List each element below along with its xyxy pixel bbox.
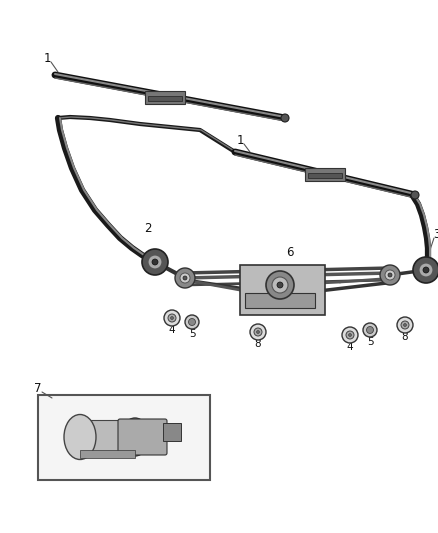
Circle shape (272, 277, 288, 293)
Bar (305, 168, 345, 181)
Circle shape (152, 259, 158, 265)
Circle shape (419, 263, 433, 277)
Circle shape (175, 268, 195, 288)
Bar (148, 96, 182, 101)
Circle shape (164, 310, 180, 326)
Circle shape (257, 330, 259, 334)
Circle shape (148, 255, 162, 269)
Circle shape (185, 315, 199, 329)
Ellipse shape (64, 415, 96, 459)
Circle shape (397, 317, 413, 333)
Circle shape (170, 317, 173, 319)
Text: 8: 8 (254, 339, 261, 349)
Circle shape (367, 327, 374, 334)
Text: 6: 6 (286, 246, 294, 259)
Bar (245, 293, 315, 308)
Circle shape (388, 273, 392, 277)
Circle shape (349, 334, 352, 336)
Bar (163, 423, 181, 441)
Text: 1: 1 (43, 52, 51, 64)
Bar (145, 91, 185, 104)
Circle shape (277, 282, 283, 288)
Text: 5: 5 (189, 329, 195, 339)
Bar (38, 395, 210, 480)
Circle shape (423, 267, 429, 273)
Circle shape (346, 331, 354, 339)
Text: 8: 8 (402, 332, 408, 342)
Text: 2: 2 (144, 222, 152, 235)
Bar (80, 420, 135, 455)
Bar (308, 173, 342, 178)
Circle shape (363, 323, 377, 337)
Circle shape (342, 327, 358, 343)
Circle shape (403, 324, 406, 327)
Text: 5: 5 (367, 337, 373, 347)
Text: 7: 7 (34, 382, 42, 394)
Circle shape (180, 273, 190, 283)
Text: 3: 3 (433, 229, 438, 241)
FancyBboxPatch shape (118, 419, 167, 455)
Bar (240, 265, 325, 315)
Circle shape (168, 314, 176, 322)
Circle shape (413, 257, 438, 283)
Circle shape (266, 271, 294, 299)
Circle shape (281, 114, 289, 122)
Circle shape (380, 265, 400, 285)
Circle shape (385, 270, 395, 280)
Circle shape (183, 276, 187, 280)
Circle shape (254, 328, 262, 336)
Text: 4: 4 (347, 342, 353, 352)
Ellipse shape (121, 418, 149, 456)
Text: 4: 4 (169, 325, 175, 335)
Circle shape (250, 324, 266, 340)
Circle shape (142, 249, 168, 275)
Circle shape (411, 191, 419, 199)
Text: 1: 1 (236, 133, 244, 147)
Circle shape (401, 321, 409, 329)
Circle shape (188, 319, 195, 326)
Bar (80, 450, 135, 458)
